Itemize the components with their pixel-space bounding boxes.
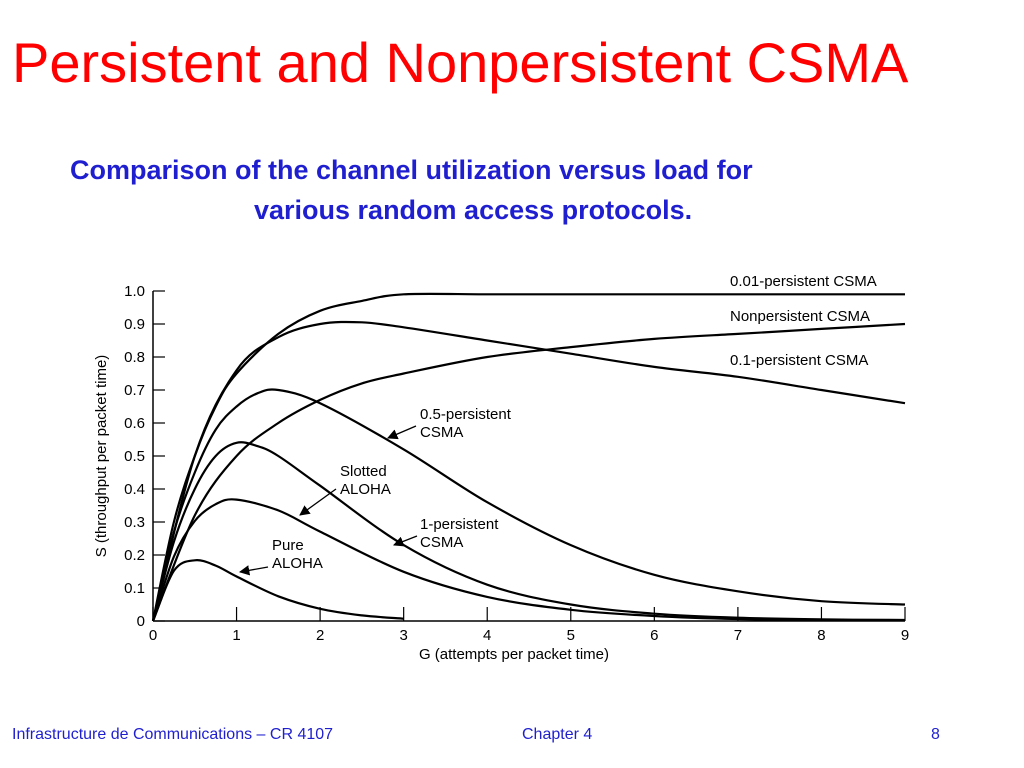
y-tick-label: 0.1 [124, 580, 145, 597]
series-label-line: CSMA [420, 424, 463, 441]
y-tick-label: 0.9 [124, 316, 145, 333]
series-label-line: Pure [272, 537, 304, 554]
series-line-slotted-aloha [151, 498, 822, 622]
x-tick-label: 2 [316, 627, 324, 644]
series-label-nonpersistent-csma: Nonpersistent CSMA [730, 308, 870, 325]
y-axis-title: S (throughput per packet time) [93, 355, 110, 558]
slide-title: Persistent and Nonpersistent CSMA [12, 31, 909, 94]
series-label-line: CSMA [420, 534, 463, 551]
footer-chapter: Chapter 4 [522, 726, 593, 743]
series-label-0-01-persistent-csma: 0.01-persistent CSMA [730, 273, 877, 290]
x-tick-label: 4 [483, 627, 491, 644]
series-line-pure-aloha [151, 559, 404, 622]
y-tick-label: 0.8 [124, 349, 145, 366]
subtitle-line-2: various random access protocols. [254, 195, 693, 225]
y-tick-label: 0.4 [124, 481, 145, 498]
series-label-line: 0.5-persistent [420, 406, 512, 423]
series-label-1-persistent-csma: 1-persistent CSMA [420, 516, 499, 551]
y-tick-label: 0 [137, 613, 145, 630]
y-tick-label: 0.5 [124, 448, 145, 465]
x-tick-label: 9 [901, 627, 909, 644]
y-tick-label: 0.3 [124, 514, 145, 531]
series-label-line: 0.01-persistent CSMA [730, 273, 877, 290]
series-line-0-5-persistent-csma [151, 388, 906, 622]
x-tick-label: 1 [232, 627, 240, 644]
x-tick-label: 3 [399, 627, 407, 644]
x-tick-label: 7 [734, 627, 742, 644]
label-pointer-0-5-persistent-csma [387, 425, 417, 440]
footer-course: Infrastructure de Communications – CR 41… [12, 726, 334, 743]
y-tick-label: 0.6 [124, 415, 145, 432]
subtitle-line-1: Comparison of the channel utilization ve… [70, 155, 753, 185]
series-label-line: Nonpersistent CSMA [730, 308, 870, 325]
series-line-nonpersistent-csma [151, 322, 906, 622]
series-label-line: 1-persistent [420, 516, 499, 533]
chart-axes: 0 1 2 3 4 5 6 7 8 9 0 0.1 0.2 0.3 0.4 0.5 0.6 0.7 0.8 0.9 1.… [93, 283, 909, 663]
series-label-slotted-aloha: Slotted ALOHA [340, 463, 391, 498]
slide-subtitle: Comparison of the channel utilization ve… [60, 150, 960, 230]
label-pointer-pure-aloha [238, 565, 269, 576]
series-line-0-01-persistent-csma [151, 292, 905, 622]
series-label-line: ALOHA [272, 555, 323, 572]
label-pointer-slotted-aloha [299, 488, 337, 516]
series-label-line: ALOHA [340, 481, 391, 498]
throughput-chart: 0 1 2 3 4 5 6 7 8 9 0 0.1 0.2 0.3 0.4 0.5 0.6 0.7 0.8 0.9 1.… [93, 273, 909, 663]
series-label-pure-aloha: Pure ALOHA [272, 537, 323, 572]
y-tick-label: 0.7 [124, 382, 145, 399]
x-tick-label: 5 [567, 627, 575, 644]
label-pointer-1-persistent-csma [393, 535, 418, 547]
y-tick-label: 0.2 [124, 547, 145, 564]
x-tick-label: 8 [817, 627, 825, 644]
series-line-1-persistent-csma [151, 441, 906, 622]
x-tick-label: 0 [149, 627, 157, 644]
series-label-line: 0.1-persistent CSMA [730, 352, 868, 369]
x-axis-title: G (attempts per packet time) [419, 646, 609, 663]
series-label-line: Slotted [340, 463, 387, 480]
x-tick-label: 6 [650, 627, 658, 644]
y-tick-label: 1.0 [124, 283, 145, 300]
series-label-0-1-persistent-csma: 0.1-persistent CSMA [730, 352, 868, 369]
series-curves [151, 292, 906, 622]
series-label-0-5-persistent-csma: 0.5-persistent CSMA [420, 406, 512, 441]
footer-page-number: 8 [931, 726, 940, 743]
